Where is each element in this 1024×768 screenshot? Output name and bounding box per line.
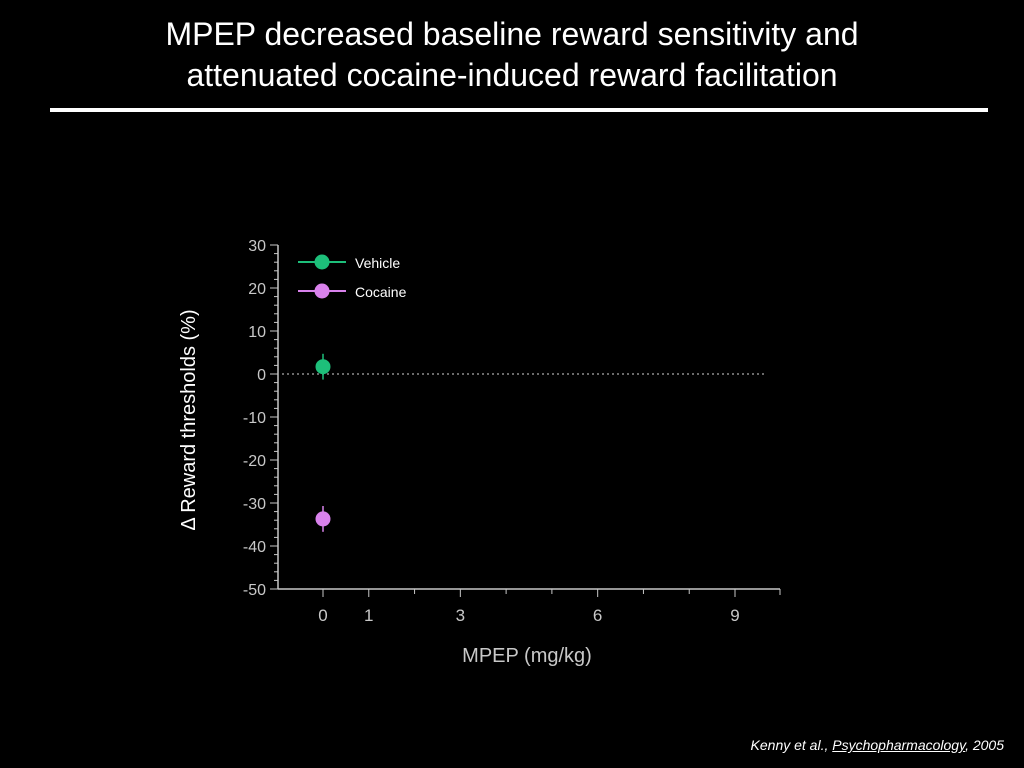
x-axis-title: MPEP (mg/kg) [462,645,592,667]
data-point-vehicle [315,359,331,375]
title-divider [50,108,988,112]
citation-journal: Psychopharmacology [832,737,966,753]
data-point-cocaine [315,511,331,527]
citation-authors: Kenny et al., [750,737,833,753]
y-axis-title: Δ Reward thresholds (%) [178,309,200,530]
y-tick-label: 20 [248,281,266,298]
x-tick-label: 3 [456,606,465,625]
y-tick-label: 10 [248,324,266,341]
y-tick-label: 0 [257,367,266,384]
citation-year: , 2005 [965,737,1004,753]
legend-label-vehicle: Vehicle [355,255,400,271]
x-tick-label: 1 [364,606,373,625]
legend-marker-cocaine [314,283,330,299]
y-tick-label: 30 [248,238,266,255]
y-tick-label: -50 [243,582,266,599]
x-tick-label: 6 [593,606,602,625]
y-tick-label: -40 [243,539,266,556]
y-tick-label: -20 [243,453,266,470]
slide-title: MPEP decreased baseline reward sensitivi… [0,14,1024,96]
x-tick-label: 9 [730,606,739,625]
y-tick-label: -30 [243,496,266,513]
slide-title-line2: attenuated cocaine-induced reward facili… [186,57,838,93]
slide-title-line1: MPEP decreased baseline reward sensitivi… [165,16,859,52]
legend-marker-vehicle [314,254,330,270]
y-tick-label: -10 [243,410,266,427]
x-tick-label: 0 [318,606,327,625]
legend-label-cocaine: Cocaine [355,284,407,300]
citation: Kenny et al., Psychopharmacology, 2005 [751,737,1004,753]
